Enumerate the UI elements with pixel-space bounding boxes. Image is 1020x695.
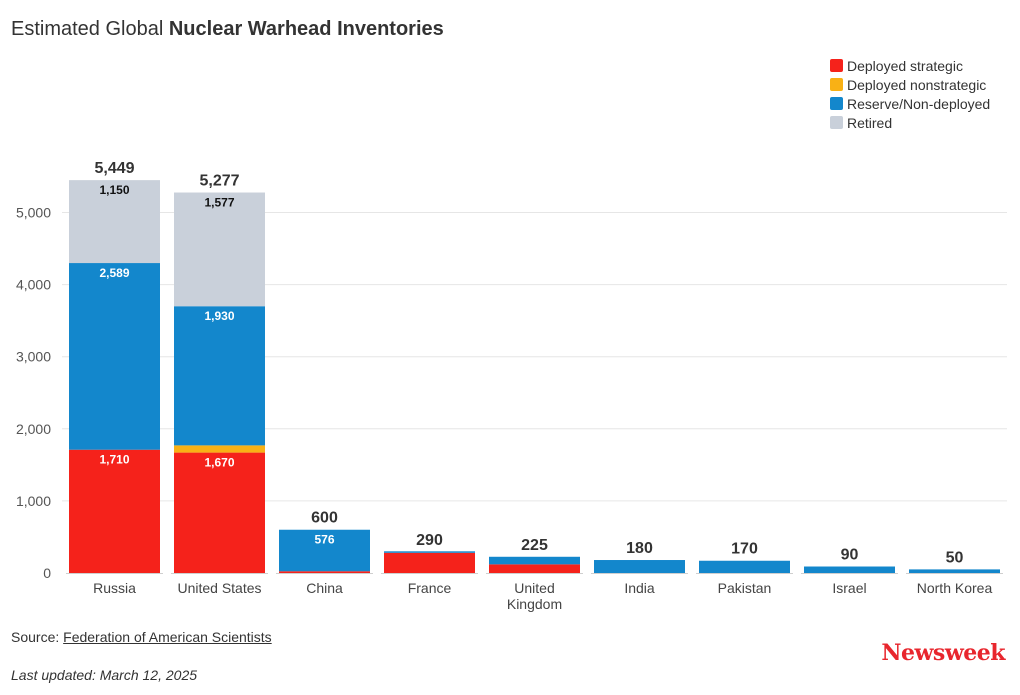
y-tick-label: 5,000 (16, 205, 51, 221)
x-tick-label-north-korea: North Korea (917, 580, 993, 596)
legend-label-deployed-nonstrategic: Deployed nonstrategic (847, 76, 987, 93)
legend-swatch-deployed-nonstrategic (830, 78, 843, 91)
bar-russia-retired[interactable] (69, 180, 160, 264)
bar-united-kingdom-deployed-strategic[interactable] (489, 564, 580, 573)
legend-label-deployed-strategic: Deployed strategic (847, 57, 963, 74)
total-label-united-kingdom: 225 (521, 537, 548, 554)
y-tick-label: 0 (43, 565, 51, 581)
bar-india-reserve-non-deployed[interactable] (594, 560, 685, 573)
legend-item-deployed-nonstrategic[interactable]: Deployed nonstrategic (830, 75, 990, 94)
y-tick-label: 2,000 (16, 421, 51, 437)
x-tick-label-india: India (624, 580, 655, 596)
x-tick-label-china: China (306, 580, 343, 596)
bar-france-reserve-non-deployed[interactable] (384, 551, 475, 553)
legend-swatch-deployed-strategic (830, 59, 843, 72)
x-tick-label-pakistan: Pakistan (718, 580, 772, 596)
bars (66, 180, 1003, 574)
total-label-russia: 5,449 (94, 160, 134, 177)
x-tick-label-united-states: United States (177, 580, 261, 596)
newsweek-logo[interactable]: Newsweek (881, 640, 1005, 666)
total-label-israel: 90 (841, 547, 859, 564)
last-updated: Last updated: March 12, 2025 (11, 667, 198, 683)
bar-china-reserve-non-deployed[interactable] (279, 529, 370, 572)
bar-united-states-deployed-nonstrategic[interactable] (174, 445, 265, 453)
source-link[interactable]: Federation of American Scientists (63, 629, 272, 645)
legend-item-retired[interactable]: Retired (830, 113, 990, 132)
x-tick-label-united-kingdom: Kingdom (507, 596, 562, 612)
title-bold: Nuclear Warhead Inventories (168, 18, 444, 40)
legend-item-reserve[interactable]: Reserve/Non-deployed (830, 94, 990, 113)
bar-united-states-retired[interactable] (174, 192, 265, 307)
x-tick-label-united-kingdom: United (514, 580, 554, 596)
bar-north-korea-reserve-non-deployed[interactable] (909, 569, 1000, 573)
y-tick-label: 3,000 (16, 349, 51, 365)
total-label-india: 180 (626, 540, 653, 557)
data-labels: 1,710 2,589 1,150 5,449 1,670 1,930 1,577 5,277… (94, 160, 963, 566)
bar-russia-reserve-non-deployed[interactable] (69, 263, 160, 450)
bar-united-kingdom-reserve-non-deployed[interactable] (489, 556, 580, 565)
segment-label-united-states-reserve-non-deployed: 1,930 (204, 309, 234, 323)
legend-swatch-reserve (830, 97, 843, 110)
total-label-united-states: 5,277 (199, 173, 239, 190)
legend: Deployed strategic Deployed nonstrategic… (830, 56, 990, 132)
bar-united-states-deployed-strategic[interactable] (174, 452, 265, 573)
segment-label-russia-reserve-non-deployed: 2,589 (99, 266, 129, 280)
source-note: Source: Federation of American Scientist… (11, 629, 272, 645)
title-prefix: Estimated Global (11, 18, 164, 40)
segment-label-united-states-deployed-strategic: 1,670 (204, 456, 234, 470)
segment-label-russia-retired: 1,150 (99, 183, 129, 197)
total-label-france: 290 (416, 532, 443, 549)
legend-label-reserve: Reserve/Non-deployed (847, 95, 991, 112)
legend-swatch-retired (830, 116, 843, 129)
y-tick-label: 1,000 (16, 493, 51, 509)
legend-label-retired: Retired (847, 114, 893, 131)
source-prefix: Source: (11, 629, 64, 645)
x-tick-label-france: France (408, 580, 452, 596)
segment-label-united-states-retired: 1,577 (204, 196, 234, 210)
y-axis-ticks: 0 1,000 2,000 3,000 4,000 5,000 (16, 205, 51, 582)
total-label-pakistan: 170 (731, 541, 758, 558)
y-tick-label: 4,000 (16, 277, 51, 293)
bar-china-deployed-strategic[interactable] (279, 571, 370, 573)
legend-item-deployed-strategic[interactable]: Deployed strategic (830, 56, 990, 75)
x-tick-label-israel: Israel (832, 580, 866, 596)
x-axis-ticks: Russia United States China France UnitedKing… (93, 580, 992, 612)
bar-pakistan-reserve-non-deployed[interactable] (699, 560, 790, 573)
segment-label-russia-deployed-strategic: 1,710 (99, 453, 129, 467)
total-label-china: 600 (311, 510, 338, 527)
bar-france-deployed-strategic[interactable] (384, 552, 475, 573)
x-tick-label-russia: Russia (93, 580, 136, 596)
bar-united-states-reserve-non-deployed[interactable] (174, 306, 265, 446)
bar-israel-reserve-non-deployed[interactable] (804, 566, 895, 573)
segment-label-china-reserve-non-deployed: 576 (314, 533, 334, 547)
bar-russia-deployed-strategic[interactable] (69, 449, 160, 573)
total-label-north-korea: 50 (946, 549, 964, 566)
chart-title: Estimated Global Nuclear Warhead Invento… (11, 18, 444, 41)
